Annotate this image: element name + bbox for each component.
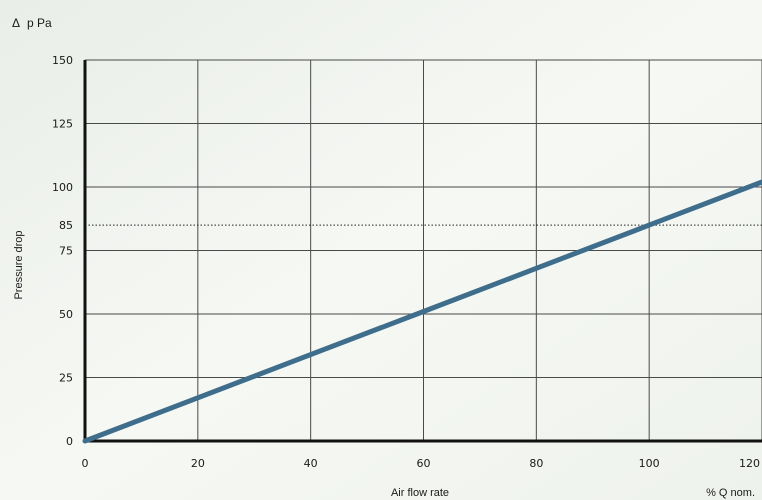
series-layer bbox=[82, 179, 762, 444]
x-tick-label: 60 bbox=[417, 457, 431, 470]
x-tick-label: 100 bbox=[639, 457, 660, 470]
series-line bbox=[82, 179, 762, 444]
y-axis-label: Pressure drop bbox=[13, 230, 25, 299]
x-tick-label: 20 bbox=[191, 457, 205, 470]
y-tick-label: 50 bbox=[59, 308, 73, 321]
x-axis-label: Air flow rate bbox=[391, 487, 449, 499]
y-tick-label: 150 bbox=[52, 54, 73, 67]
y-unit-label: p Pa bbox=[27, 16, 52, 30]
reference-line-label: 85 bbox=[59, 219, 73, 232]
y-unit-symbol: Δ bbox=[12, 16, 20, 30]
axes bbox=[83, 60, 762, 443]
y-tick-labels: 0 25 50 75 100 125 150 85 bbox=[52, 54, 73, 448]
x-tick-labels: 0 20 40 60 80 100 120 bbox=[82, 457, 761, 470]
x-tick-label: 0 bbox=[82, 457, 89, 470]
y-tick-label: 125 bbox=[52, 118, 73, 131]
y-tick-label: 0 bbox=[66, 435, 73, 448]
y-tick-label: 100 bbox=[52, 181, 73, 194]
x-tick-label: 40 bbox=[304, 457, 318, 470]
y-tick-label: 75 bbox=[59, 245, 73, 258]
x-tick-label: 80 bbox=[529, 457, 543, 470]
x-unit-label: % Q nom. bbox=[706, 487, 755, 499]
x-tick-label: 120 bbox=[739, 457, 760, 470]
y-tick-label: 25 bbox=[59, 372, 73, 385]
